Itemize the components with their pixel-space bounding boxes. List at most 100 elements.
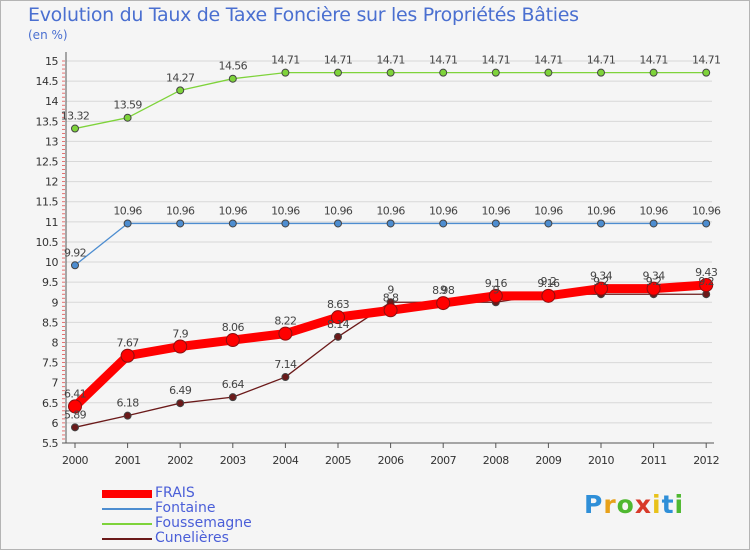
y-tick-label: 7.5 [42, 357, 58, 370]
data-point-frais [541, 288, 556, 303]
data-point-fontaine [123, 219, 132, 228]
data-label-fontaine: 10.96 [429, 204, 458, 217]
data-label-cunelires: 9.2 [593, 275, 609, 288]
data-label-frais: 9.34 [590, 270, 613, 283]
x-tick-label: 2008 [483, 454, 509, 467]
y-tick-label: 12 [45, 176, 58, 189]
data-point-fontaine [334, 219, 342, 228]
data-label-foussemagne: 14.71 [324, 54, 353, 67]
data-point-fontaine [491, 219, 500, 228]
data-label-fontaine: 10.96 [166, 204, 195, 217]
data-point-frais [594, 281, 608, 296]
y-tick-label: 10.5 [36, 236, 59, 249]
y-tick-label: 8.5 [42, 316, 58, 329]
y-tick-label: 8 [52, 336, 59, 349]
data-point-foussemagne [71, 124, 79, 133]
proxiti-logo: Proxiti [584, 490, 684, 519]
x-tick-label: 2003 [220, 454, 246, 467]
data-label-cunelires: 9.2 [646, 275, 662, 288]
y-tick-label: 5.5 [42, 437, 58, 450]
logo-letter: t [661, 490, 675, 519]
data-label-foussemagne: 14.71 [482, 54, 511, 67]
x-tick-label: 2005 [325, 454, 351, 467]
y-tick-label: 6.5 [42, 397, 58, 410]
data-point-frais [278, 326, 293, 341]
data-point-foussemagne [334, 68, 342, 77]
data-label-fontaine: 10.96 [376, 204, 405, 217]
data-label-frais: 9.16 [485, 277, 508, 290]
data-point-fontaine [544, 219, 553, 228]
data-point-cunelires [71, 423, 79, 432]
x-tick-label: 2006 [378, 454, 404, 467]
data-label-foussemagne: 14.71 [587, 54, 616, 67]
data-label-cunelires: 9 [440, 283, 447, 296]
data-point-frais [699, 277, 714, 292]
data-label-frais: 9.34 [643, 270, 666, 283]
y-tick-label: 13.5 [36, 115, 59, 128]
data-point-fontaine [71, 261, 79, 270]
data-label-frais: 9.43 [695, 266, 718, 279]
data-label-fontaine: 10.96 [271, 204, 300, 217]
logo-letter: i [674, 490, 685, 519]
data-point-frais [488, 288, 503, 303]
data-label-layer: 13.32 13.59 14.27 14.56 14.71 14.71 14.71 14.71… [61, 54, 722, 422]
legend-label-fontaine: Fontaine [155, 500, 216, 516]
data-label-fontaine: 10.96 [534, 204, 563, 217]
data-label-frais: 8.98 [432, 284, 455, 297]
y-tick-label: 14.5 [36, 75, 59, 88]
data-point-frais [646, 281, 661, 296]
data-point-cunelires [334, 332, 342, 341]
data-label-foussemagne: 14.56 [219, 60, 248, 73]
data-label-frais: 6.41 [64, 387, 86, 400]
data-label-frais: 7.9 [172, 327, 188, 340]
data-label-foussemagne: 14.71 [271, 54, 300, 67]
data-label-cunelires: 9 [493, 283, 500, 296]
data-point-frais [120, 348, 135, 363]
data-label-fontaine: 10.96 [587, 204, 616, 217]
data-label-cunelires: 9.2 [541, 275, 557, 288]
data-point-foussemagne [597, 68, 605, 77]
series-line-fontaine [74, 222, 707, 266]
data-point-foussemagne [491, 68, 500, 77]
data-point-fontaine [597, 219, 605, 228]
data-label-cunelires: 6.49 [169, 384, 192, 397]
data-point-foussemagne [649, 68, 658, 77]
data-label-foussemagne: 14.71 [534, 54, 563, 67]
data-point-foussemagne [544, 68, 553, 77]
data-point-frais [383, 303, 398, 318]
data-label-cunelires: 9 [387, 283, 394, 296]
data-label-foussemagne: 14.71 [639, 54, 668, 67]
legend-swatch-cunelieres [102, 538, 152, 540]
data-point-cunelires [176, 399, 185, 408]
data-label-fontaine: 10.96 [324, 204, 353, 217]
y-tick-label: 11.5 [36, 196, 59, 209]
data-label-cunelires: 5.89 [64, 408, 87, 421]
data-label-frais: 9.16 [537, 277, 560, 290]
data-point-foussemagne [386, 68, 395, 77]
data-point-fontaine [702, 219, 711, 228]
data-label-foussemagne: 13.32 [61, 110, 90, 123]
x-tick-label: 2001 [115, 454, 141, 467]
logo-letter: P [584, 490, 604, 519]
y-tick-label: 14 [45, 95, 58, 108]
data-point-fontaine [386, 219, 395, 228]
data-point-cunelires [228, 393, 237, 402]
data-label-cunelires: 8.14 [327, 318, 350, 331]
data-label-foussemagne: 14.71 [429, 54, 458, 67]
y-tick-label: 11 [45, 216, 58, 229]
chart-title: Evolution du Taux de Taxe Foncière sur l… [28, 4, 579, 26]
data-label-foussemagne: 14.71 [692, 54, 721, 67]
data-point-fontaine [439, 219, 448, 228]
legend-label-frais: FRAIS [155, 485, 195, 501]
y-tick-label: 9.5 [42, 276, 58, 289]
y-tick-label: 7 [52, 377, 59, 390]
logo-letter: o [616, 490, 635, 519]
data-point-frais [173, 339, 188, 354]
x-tick-label: 2007 [430, 454, 456, 467]
x-tick-label: 2004 [272, 454, 298, 467]
y-tick-label: 9 [52, 296, 59, 309]
logo-letter: x [634, 490, 652, 519]
data-point-cunelires [281, 373, 290, 382]
legend-swatch-frais [102, 490, 152, 498]
